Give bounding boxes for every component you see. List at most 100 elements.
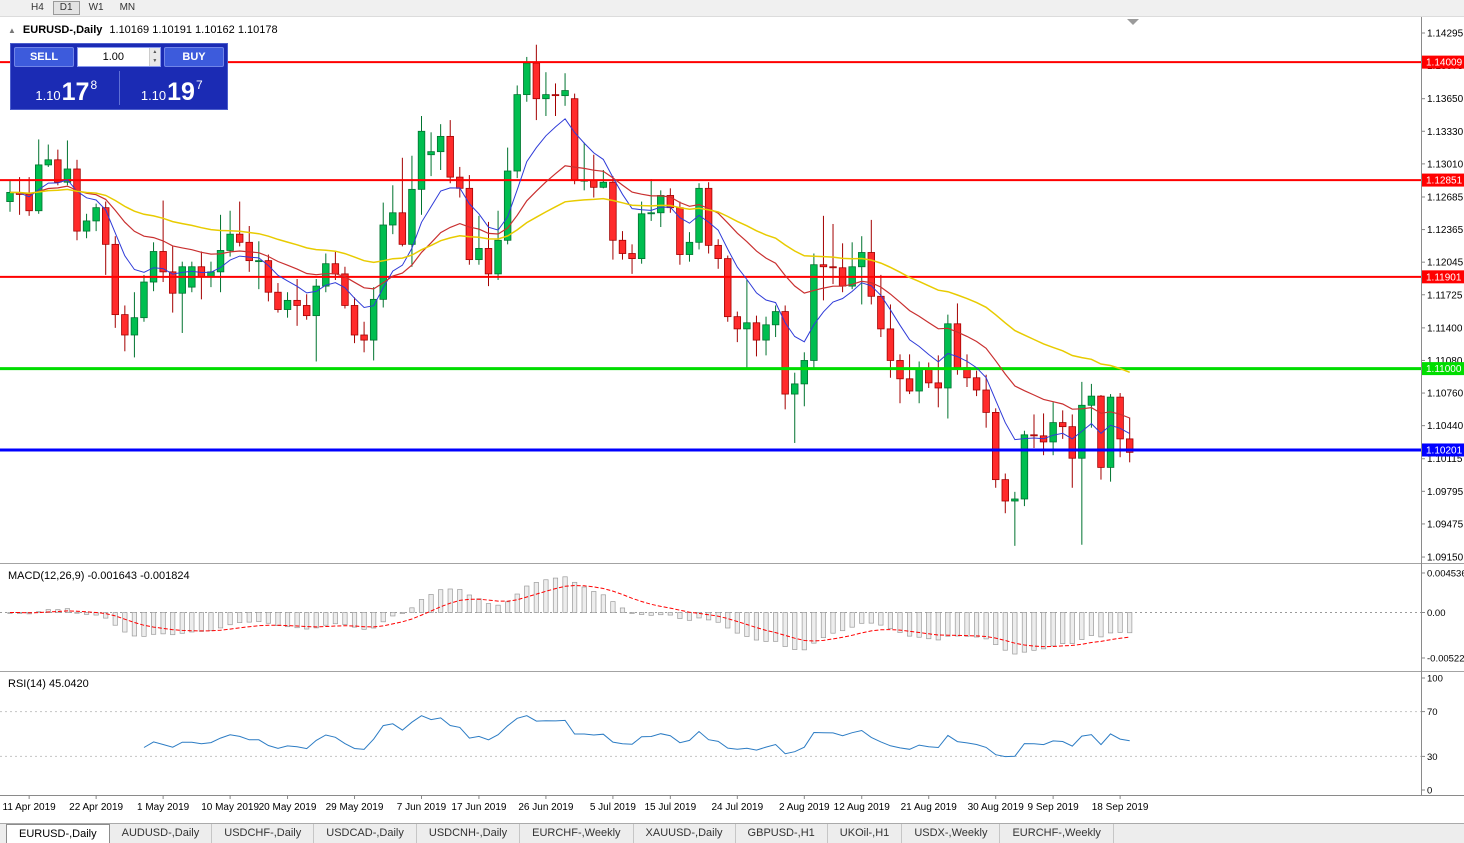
- candle-body: [73, 168, 81, 232]
- macd-histogram-bar: [1050, 612, 1056, 647]
- candle-body: [628, 253, 636, 260]
- chart-tab-0[interactable]: EURUSD-,Daily: [6, 824, 110, 843]
- candle-body: [992, 412, 1000, 481]
- macd-histogram-bar: [639, 612, 645, 615]
- candle-body: [360, 334, 368, 341]
- macd-histogram-bar: [217, 612, 224, 629]
- timeframe-button-mn[interactable]: MN: [113, 1, 143, 15]
- macd-histogram-bar: [495, 604, 501, 613]
- y-axis-label: 1.13010: [1427, 159, 1464, 170]
- candle-body: [915, 369, 923, 392]
- chart-symbol-label: EURUSD-,Daily: [22, 24, 103, 36]
- macd-histogram-bar: [351, 612, 358, 628]
- sell-price-pips: 17: [61, 78, 90, 106]
- macd-histogram-bar: [1002, 612, 1008, 651]
- candle-body: [1059, 422, 1067, 428]
- chart-tab-1[interactable]: AUDUSD-,Daily: [110, 824, 213, 843]
- lot-spin-down-icon[interactable]: ▼: [149, 57, 160, 66]
- candle-body: [953, 323, 962, 368]
- timeframe-button-w1[interactable]: W1: [82, 1, 111, 15]
- chart-tab-6[interactable]: XAUUSD-,Daily: [634, 824, 736, 843]
- y-axis-label: 1.12045: [1427, 258, 1464, 269]
- lot-spin-up-icon[interactable]: ▲: [149, 48, 160, 57]
- one-click-toggle-icon[interactable]: ▲: [8, 25, 16, 35]
- candle-body: [1125, 438, 1134, 453]
- chart-shift-marker[interactable]: [1127, 19, 1139, 25]
- macd-histogram-bar: [170, 612, 176, 636]
- x-axis-label: 11 Apr 2019: [3, 802, 57, 813]
- buy-price[interactable]: 1.10 19 7: [122, 78, 223, 105]
- macd-label: MACD(12,26,9) -0.001643 -0.001824: [8, 570, 190, 582]
- macd-histogram-bar: [524, 585, 530, 613]
- x-axis-label: 17 Jun 2019: [451, 802, 506, 813]
- y-axis-label: 1.12365: [1427, 225, 1464, 236]
- x-axis-label: 29 May 2019: [326, 802, 384, 813]
- candle-body: [111, 243, 119, 316]
- macd-histogram-bar: [1117, 612, 1123, 633]
- lot-size-input[interactable]: [78, 48, 149, 66]
- candle-body: [149, 251, 158, 283]
- macd-histogram-bar: [600, 594, 606, 613]
- x-axis-label: 2 Aug 2019: [779, 802, 830, 813]
- x-axis-label: 18 Sep 2019: [1092, 802, 1149, 813]
- candle-body: [331, 263, 340, 275]
- buy-button[interactable]: BUY: [164, 47, 224, 67]
- macd-histogram-bar: [763, 612, 769, 642]
- y-axis-label: 1.13650: [1427, 94, 1464, 105]
- chart-tab-7[interactable]: GBPUSD-,H1: [736, 824, 828, 843]
- x-axis-label: 10 May 2019: [201, 802, 259, 813]
- candle-body: [819, 264, 828, 268]
- candle-body: [503, 170, 512, 241]
- candle-body: [1097, 395, 1105, 468]
- y-axis-label: 1.10440: [1427, 421, 1464, 432]
- macd-histogram-bar: [926, 612, 932, 640]
- price-tag-label: 1.11901: [1426, 272, 1462, 283]
- sell-price[interactable]: 1.10 17 8: [16, 78, 117, 105]
- macd-histogram-bar: [983, 612, 989, 640]
- macd-histogram-bar: [179, 612, 185, 634]
- chart-window: 1.142951.139751.136501.133301.130101.126…: [0, 17, 1464, 823]
- chart-tab-3[interactable]: USDCAD-,Daily: [314, 824, 417, 843]
- chart-tab-8[interactable]: UKOil-,H1: [828, 824, 903, 843]
- chart-tab-4[interactable]: USDCNH-,Daily: [417, 824, 521, 843]
- rsi-scale-label: 70: [1427, 707, 1438, 718]
- price-tag-label: 1.10201: [1426, 445, 1463, 456]
- macd-histogram-bar: [476, 598, 482, 613]
- chart-tab-10[interactable]: EURCHF-,Weekly: [1000, 824, 1114, 843]
- macd-histogram-bar: [734, 612, 740, 634]
- candle-body: [647, 212, 655, 215]
- candle-body: [465, 187, 474, 261]
- macd-histogram-bar: [246, 612, 252, 623]
- lot-size-field: ▲ ▼: [77, 47, 161, 67]
- x-axis-label: 9 Sep 2019: [1028, 802, 1080, 813]
- macd-histogram-bar: [505, 601, 511, 613]
- candle-body: [800, 360, 809, 385]
- macd-histogram-bar: [361, 612, 367, 630]
- macd-histogram-bar: [935, 612, 941, 641]
- candle-body: [102, 207, 110, 245]
- chart-tab-2[interactable]: USDCHF-,Daily: [212, 824, 315, 843]
- candle-body: [829, 266, 837, 269]
- moving-average-line: [9, 188, 1130, 373]
- chart-tabs-bar: EURUSD-,Daily AUDUSD-,Daily USDCHF-,Daily U…: [0, 823, 1464, 843]
- chart-tab-5[interactable]: EURCHF-,Weekly: [520, 824, 634, 843]
- timeframe-button-h4[interactable]: H4: [24, 1, 51, 15]
- macd-histogram-bar: [1088, 612, 1094, 636]
- macd-histogram-bar: [572, 581, 578, 613]
- chart-tab-9[interactable]: USDX-,Weekly: [902, 824, 1001, 843]
- macd-histogram-bar: [189, 612, 195, 633]
- macd-histogram-bar: [648, 612, 654, 616]
- lot-spinner: ▲ ▼: [148, 48, 160, 66]
- macd-histogram-bar: [849, 612, 855, 628]
- timeframe-button-d1[interactable]: D1: [52, 1, 80, 15]
- macd-histogram-bar: [418, 599, 425, 613]
- price-chart-canvas[interactable]: 1.142951.139751.136501.133301.130101.126…: [0, 17, 1464, 823]
- macd-histogram-bar: [801, 612, 807, 651]
- macd-histogram-bar: [342, 612, 348, 625]
- candle-body: [1116, 396, 1124, 440]
- moving-average-line: [9, 118, 1130, 441]
- sell-button[interactable]: SELL: [14, 47, 74, 67]
- candle-body: [733, 316, 742, 330]
- candle-body: [714, 244, 722, 260]
- candle-body: [350, 305, 359, 336]
